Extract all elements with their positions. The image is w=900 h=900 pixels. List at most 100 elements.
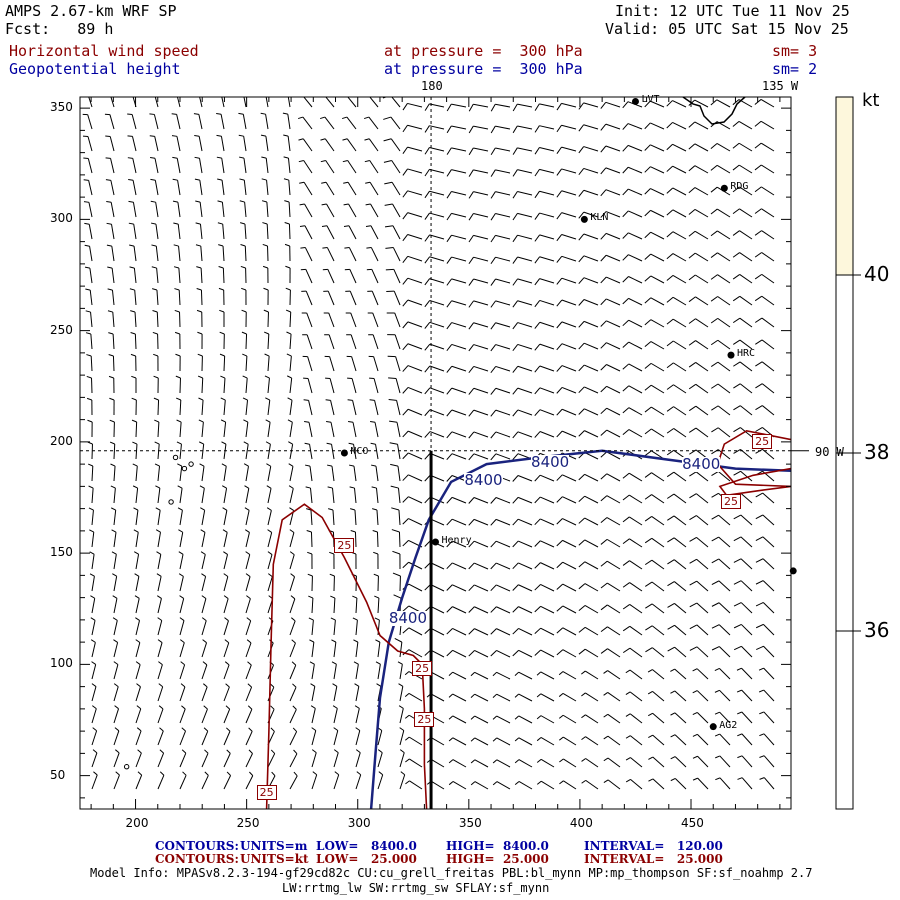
wind-barb (86, 354, 93, 372)
wind-barb (490, 584, 511, 592)
lon-180-label: 180 (421, 79, 443, 93)
wind-barb (424, 103, 445, 111)
wind-barb (468, 322, 489, 330)
wind-barb (373, 573, 379, 592)
wind-barb (446, 649, 467, 658)
wind-barb (556, 408, 577, 416)
wind-barb (468, 518, 489, 526)
wind-barb (219, 309, 225, 328)
wind-barb (512, 234, 533, 243)
wind-barb (644, 494, 665, 504)
wind-barb (667, 537, 687, 548)
wind-barb (468, 234, 489, 243)
wind-barb (179, 683, 186, 702)
wind-barb (89, 551, 95, 570)
wind-barb (307, 551, 313, 570)
wind-barb (689, 427, 709, 438)
wind-barb (377, 749, 383, 768)
wind-barb (446, 103, 467, 112)
wind-barb (179, 705, 186, 724)
colorbar-tick-label: 36 (864, 618, 890, 642)
wind-barb (346, 334, 357, 350)
wind-barb (388, 398, 401, 416)
wind-barb (216, 134, 225, 152)
wind-barb (135, 639, 141, 658)
wind-barb (110, 485, 116, 504)
wind-barb (514, 671, 533, 680)
wind-barb (289, 749, 298, 768)
wind-barb (302, 355, 313, 372)
wind-barb (324, 334, 335, 350)
wind-barb (754, 164, 775, 174)
wind-barb (424, 278, 445, 286)
contour-info-height-low: LOW= 8400.0 (316, 839, 417, 853)
wind-barb (446, 234, 467, 243)
wind-barb (333, 727, 339, 746)
wind-barb (625, 735, 643, 746)
wind-barb (666, 406, 687, 416)
wind-barb (710, 208, 731, 218)
colorbar-unit: kt (862, 90, 880, 111)
wind-barb (155, 507, 161, 526)
wind-barb (600, 495, 621, 504)
wind-barb (195, 244, 203, 262)
wind-barb (578, 342, 599, 350)
wind-barb (622, 319, 643, 328)
wind-barb (405, 758, 423, 768)
wind-barb (468, 278, 489, 286)
wind-barb (267, 529, 273, 548)
wind-barb (666, 231, 687, 240)
wind-barb (194, 156, 203, 174)
wind-barb (600, 254, 621, 262)
wind-barb (329, 573, 335, 592)
wind-barb (622, 123, 643, 130)
wind-barb (399, 727, 405, 746)
coastline (682, 96, 746, 125)
wind-barb (644, 537, 665, 548)
wind-barb (176, 419, 182, 438)
wind-barb (399, 771, 406, 790)
lon-90w-label: 90 W (815, 445, 844, 459)
wind-barb (241, 331, 248, 350)
wind-barb (424, 562, 445, 570)
wind-barb (578, 233, 599, 241)
wind-barb (512, 540, 533, 548)
wind-barb (398, 683, 404, 702)
wind-barb (111, 551, 117, 570)
wind-barb (265, 397, 271, 416)
wind-barb (490, 628, 511, 636)
wind-barb (603, 692, 621, 702)
wind-barb (600, 232, 621, 240)
wind-barb (289, 529, 295, 548)
wind-barb (301, 312, 313, 328)
wind-barb (218, 266, 225, 284)
wind-barb (402, 518, 423, 526)
wind-barb (220, 397, 226, 416)
wind-barb (625, 669, 643, 680)
wind-barb (397, 661, 403, 680)
wind-barb (468, 497, 489, 504)
wind-barb (383, 160, 401, 174)
wind-barb (157, 683, 164, 702)
wind-barb (490, 191, 511, 199)
wind-barb (512, 278, 533, 286)
wind-barb (174, 331, 181, 350)
wind-barb (556, 386, 577, 394)
wind-barb (197, 353, 203, 372)
wind-barb (666, 165, 687, 174)
wind-barb (733, 405, 753, 416)
wind-barb (127, 135, 137, 152)
contour-info-wind-units: UNITS=kt (240, 852, 309, 866)
wind-barb (289, 551, 295, 570)
lon-135w-label: 135 W (762, 79, 799, 93)
wind-barb (490, 256, 511, 265)
wind-barb (108, 354, 115, 372)
wind-barb (534, 103, 555, 111)
wind-barb (470, 737, 489, 746)
wind-barb (201, 661, 208, 680)
wind-barb (758, 667, 775, 680)
wind-barb (603, 713, 621, 724)
station-dot (340, 449, 348, 457)
wind-barb (490, 213, 511, 221)
wind-barb (243, 419, 249, 438)
